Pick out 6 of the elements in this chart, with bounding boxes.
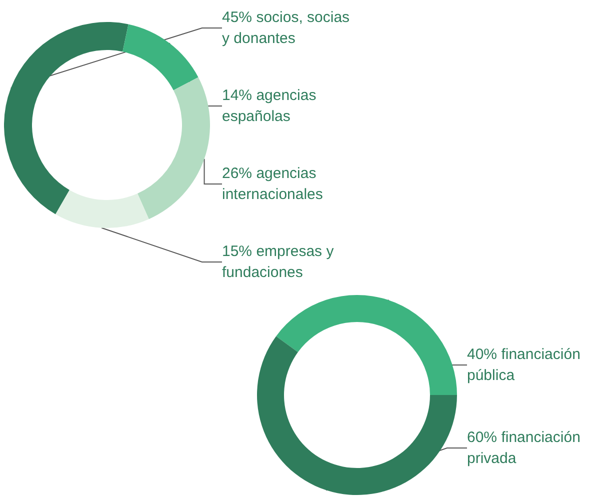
slice-label: 40% financiación pública: [467, 346, 585, 384]
slice-label: 26% agencias internacionales: [222, 165, 323, 203]
slice-label: 14% agencias españolas: [222, 87, 320, 125]
slice-label: 60% financiación privada: [467, 429, 585, 467]
slice-label: 15% empresas y fundaciones: [222, 243, 338, 281]
slice-label: 45% socios, socias y donantes: [222, 9, 354, 47]
